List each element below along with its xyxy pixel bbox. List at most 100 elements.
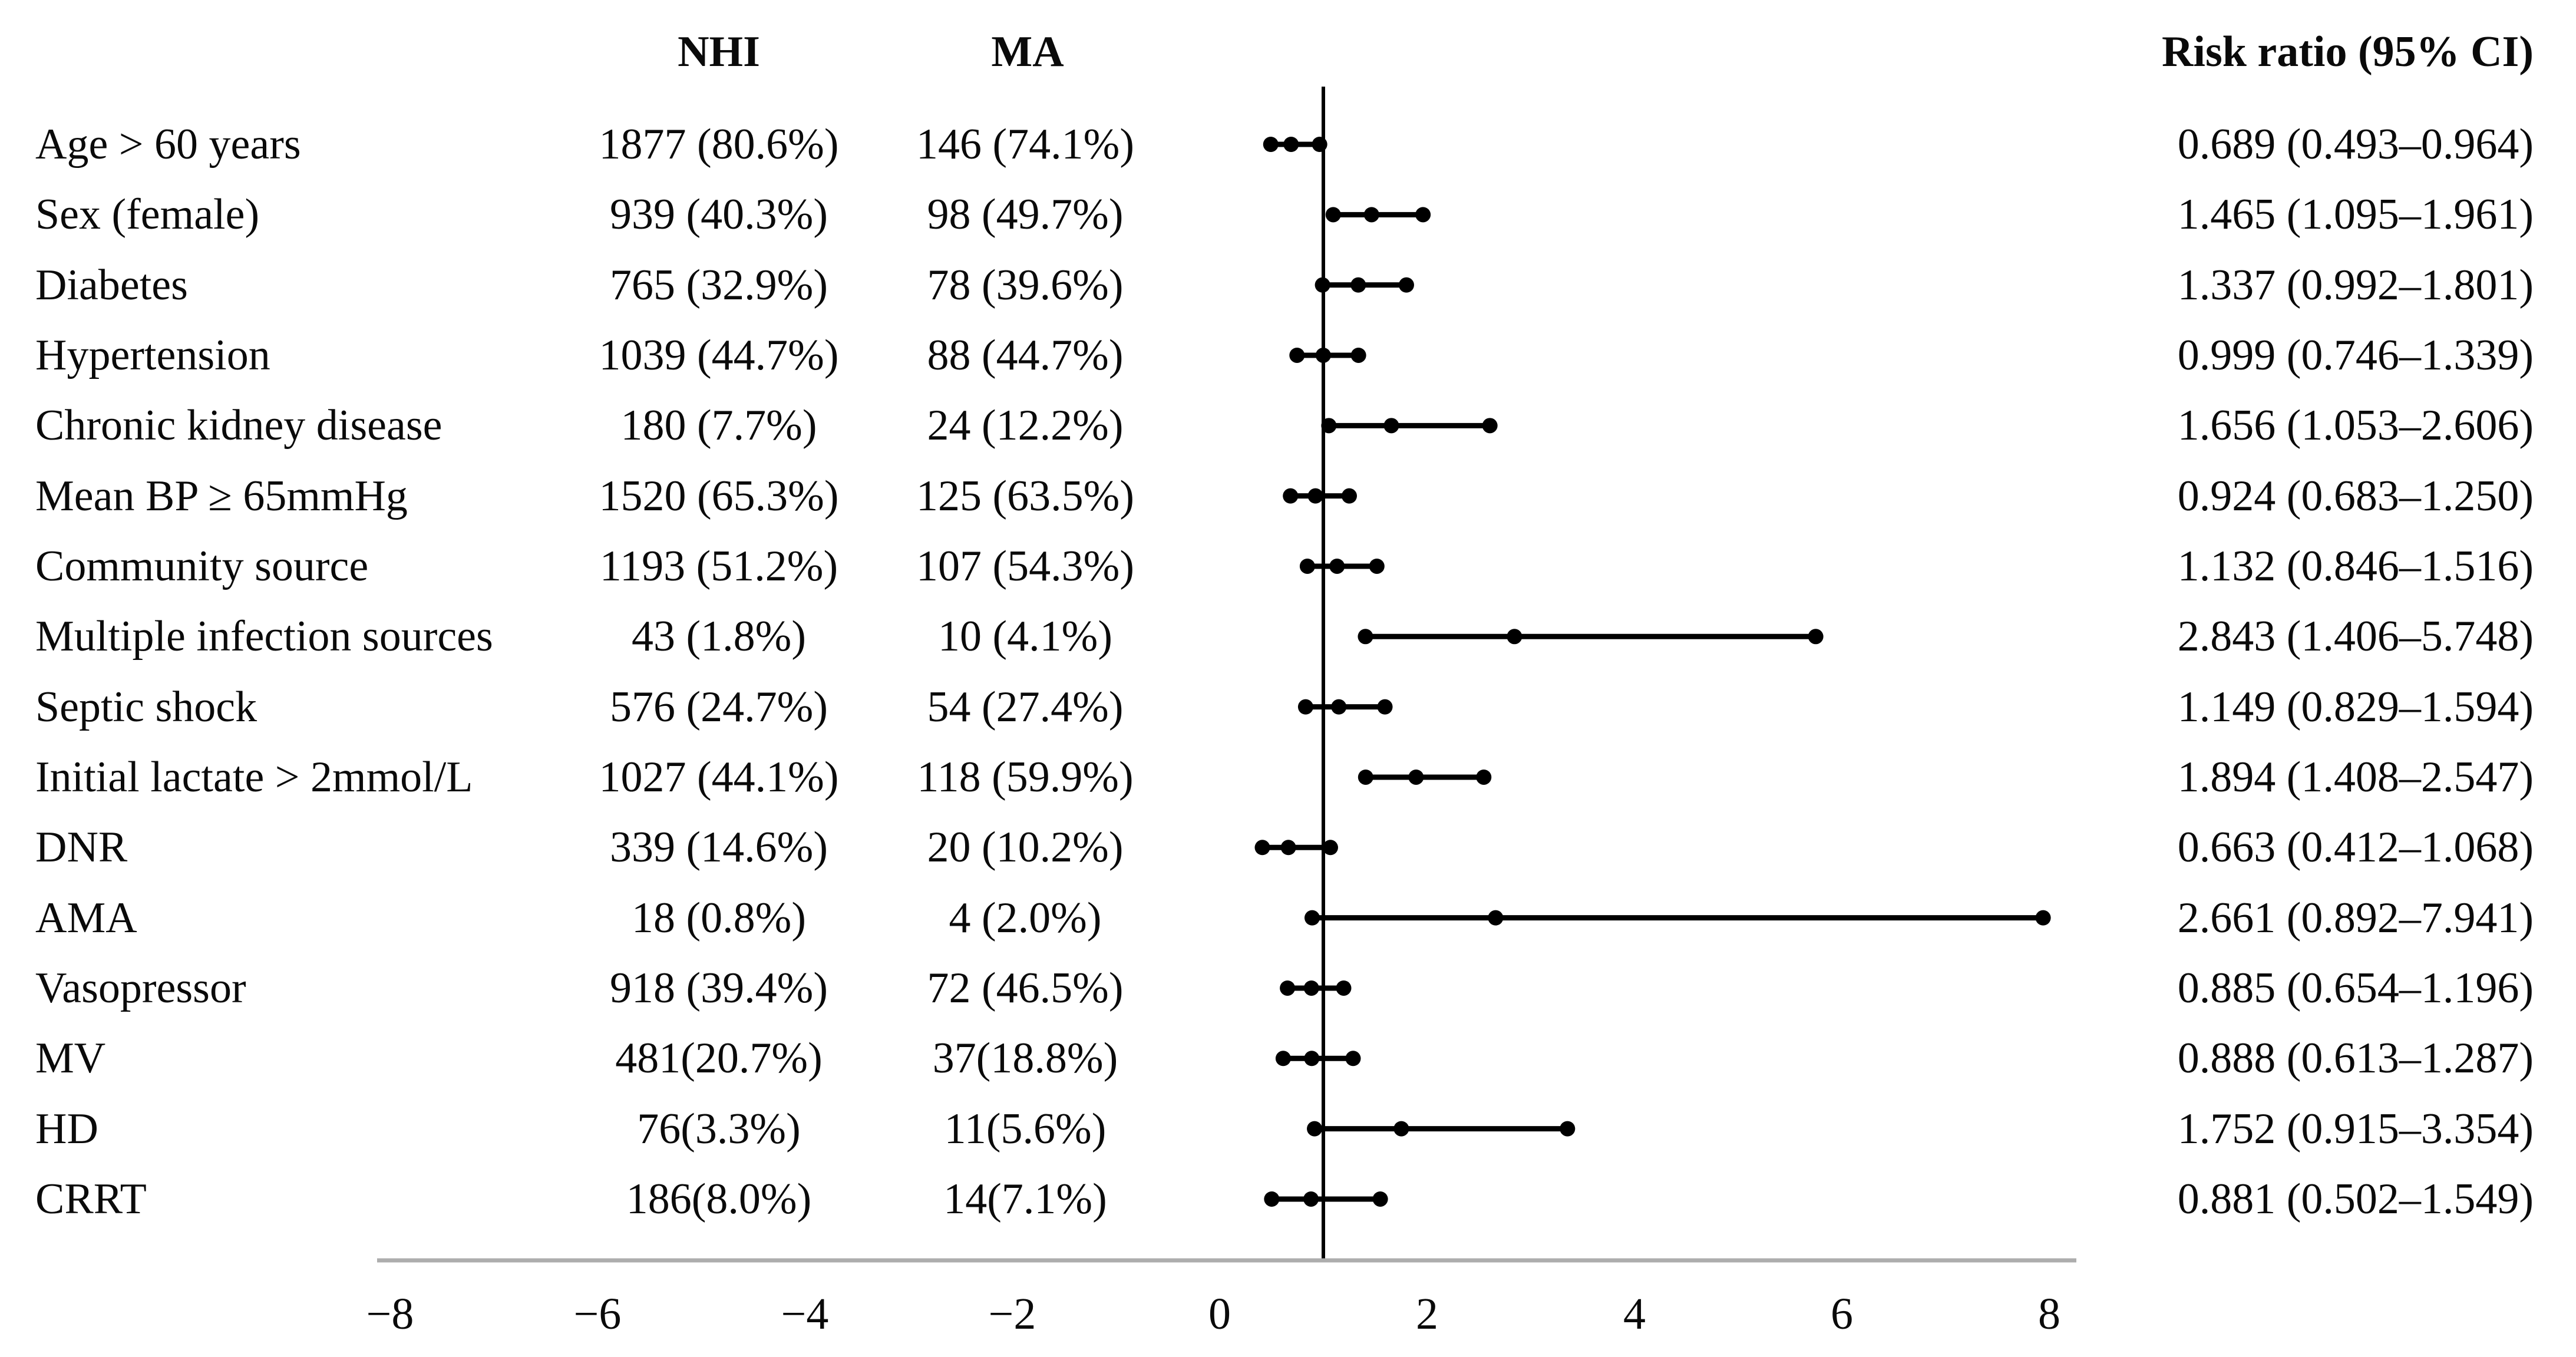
ma-value: 98 (49.7%) <box>927 190 1124 239</box>
risk-ratio-value: 1.337 (0.992–1.801) <box>2177 260 2534 309</box>
ci-end-dot <box>1325 207 1341 223</box>
column-header-ma: MA <box>991 28 1064 76</box>
risk-ratio-value: 0.881 (0.502–1.549) <box>2177 1174 2534 1223</box>
estimate-dot <box>1304 1051 1320 1067</box>
row-label: Hypertension <box>35 331 270 379</box>
ci-end-dot <box>1358 629 1373 645</box>
x-tick-label: −4 <box>781 1289 829 1339</box>
nhi-value: 43 (1.8%) <box>632 612 806 661</box>
ci-end-dot <box>1322 840 1338 856</box>
estimate-dot <box>1393 1121 1409 1137</box>
ci-end-dot <box>1476 769 1492 785</box>
ma-value: 4 (2.0%) <box>949 893 1102 942</box>
ci-end-dot <box>1304 910 1320 926</box>
risk-ratio-value: 1.149 (0.829–1.594) <box>2177 682 2534 731</box>
nhi-value: 339 (14.6%) <box>610 823 828 872</box>
estimate-dot <box>1315 347 1331 363</box>
ci-end-dot <box>1377 699 1393 715</box>
x-tick-label: 0 <box>1208 1289 1231 1339</box>
ci-end-dot <box>1342 488 1357 504</box>
ci-end-dot <box>1297 699 1313 715</box>
risk-ratio-value: 0.888 (0.613–1.287) <box>2177 1034 2534 1083</box>
nhi-value: 1520 (65.3%) <box>599 471 839 520</box>
ci-end-dot <box>1275 1051 1291 1067</box>
x-tick-label: −2 <box>988 1289 1036 1339</box>
ci-end-dot <box>1415 207 1431 223</box>
ci-end-dot <box>1312 137 1327 152</box>
row-label: Septic shock <box>35 682 257 731</box>
estimate-dot <box>1383 418 1399 434</box>
risk-ratio-value: 0.689 (0.493–0.964) <box>2177 120 2534 169</box>
nhi-value: 1039 (44.7%) <box>599 331 839 379</box>
ma-value: 24 (12.2%) <box>927 401 1124 450</box>
ma-value: 72 (46.5%) <box>927 963 1124 1012</box>
x-tick-label: −6 <box>573 1289 622 1339</box>
ci-end-dot <box>1264 1191 1280 1207</box>
risk-ratio-value: 2.843 (1.406–5.748) <box>2177 612 2534 661</box>
row-label: AMA <box>35 893 137 942</box>
nhi-value: 1027 (44.1%) <box>599 752 839 801</box>
ci-end-dot <box>1336 980 1352 996</box>
ci-end-dot <box>1315 277 1330 293</box>
row-label: HD <box>35 1104 98 1153</box>
nhi-value: 186(8.0%) <box>626 1174 812 1223</box>
ma-value: 78 (39.6%) <box>927 260 1124 309</box>
ma-value: 11(5.6%) <box>944 1104 1107 1153</box>
nhi-value: 76(3.3%) <box>637 1104 801 1153</box>
column-header-risk-ratio: Risk ratio (95% CI) <box>2161 28 2534 76</box>
ci-end-dot <box>1369 558 1385 574</box>
ma-value: 125 (63.5%) <box>916 471 1134 520</box>
estimate-dot <box>1488 910 1504 926</box>
risk-ratio-value: 1.894 (1.408–2.547) <box>2177 752 2534 801</box>
risk-ratio-value: 0.999 (0.746–1.339) <box>2177 331 2534 379</box>
row-label: Diabetes <box>35 260 188 309</box>
ci-end-dot <box>1307 1121 1323 1137</box>
estimate-dot <box>1363 207 1379 223</box>
ma-value: 88 (44.7%) <box>927 331 1124 379</box>
ci-end-dot <box>1358 769 1373 785</box>
ci-end-dot <box>1263 137 1279 152</box>
risk-ratio-value: 1.465 (1.095–1.961) <box>2177 190 2534 239</box>
ci-end-dot <box>1321 418 1337 434</box>
ci-end-dot <box>1560 1121 1576 1137</box>
nhi-value: 765 (32.9%) <box>610 260 828 309</box>
nhi-value: 1877 (80.6%) <box>599 120 839 169</box>
estimate-dot <box>1329 558 1345 574</box>
risk-ratio-value: 0.663 (0.412–1.068) <box>2177 823 2534 872</box>
row-label: Sex (female) <box>35 190 260 239</box>
nhi-value: 918 (39.4%) <box>610 963 828 1012</box>
ma-value: 14(7.1%) <box>943 1174 1107 1223</box>
risk-ratio-value: 1.132 (0.846–1.516) <box>2177 542 2534 590</box>
ci-end-dot <box>1398 277 1414 293</box>
ci-end-dot <box>1350 347 1366 363</box>
estimate-dot <box>1307 488 1323 504</box>
estimate-dot <box>1303 1191 1319 1207</box>
nhi-value: 18 (0.8%) <box>632 893 806 942</box>
estimate-dot <box>1408 769 1424 785</box>
row-label: CRRT <box>35 1174 147 1223</box>
x-tick-label: 4 <box>1623 1289 1646 1339</box>
ma-value: 20 (10.2%) <box>927 823 1124 872</box>
estimate-dot <box>1507 629 1523 645</box>
ma-value: 146 (74.1%) <box>916 120 1134 169</box>
risk-ratio-value: 0.885 (0.654–1.196) <box>2177 963 2534 1012</box>
ci-end-dot <box>1372 1191 1388 1207</box>
estimate-dot <box>1331 699 1347 715</box>
ci-end-dot <box>1289 347 1305 363</box>
column-header-nhi: NHI <box>678 28 760 76</box>
ci-end-dot <box>1299 558 1315 574</box>
ci-end-dot <box>1808 629 1824 645</box>
row-label: Initial lactate > 2mmol/L <box>35 752 473 801</box>
row-label: Chronic kidney disease <box>35 401 442 450</box>
risk-ratio-value: 1.656 (1.053–2.606) <box>2177 401 2534 450</box>
ma-value: 54 (27.4%) <box>927 682 1124 731</box>
ma-value: 107 (54.3%) <box>916 542 1134 590</box>
risk-ratio-value: 2.661 (0.892–7.941) <box>2177 893 2534 942</box>
row-label: DNR <box>35 823 128 872</box>
x-tick-label: −8 <box>366 1289 414 1339</box>
row-label: Multiple infection sources <box>35 612 493 661</box>
x-tick-label: 6 <box>1831 1289 1853 1339</box>
risk-ratio-value: 0.924 (0.683–1.250) <box>2177 471 2534 520</box>
ma-value: 10 (4.1%) <box>938 612 1112 661</box>
